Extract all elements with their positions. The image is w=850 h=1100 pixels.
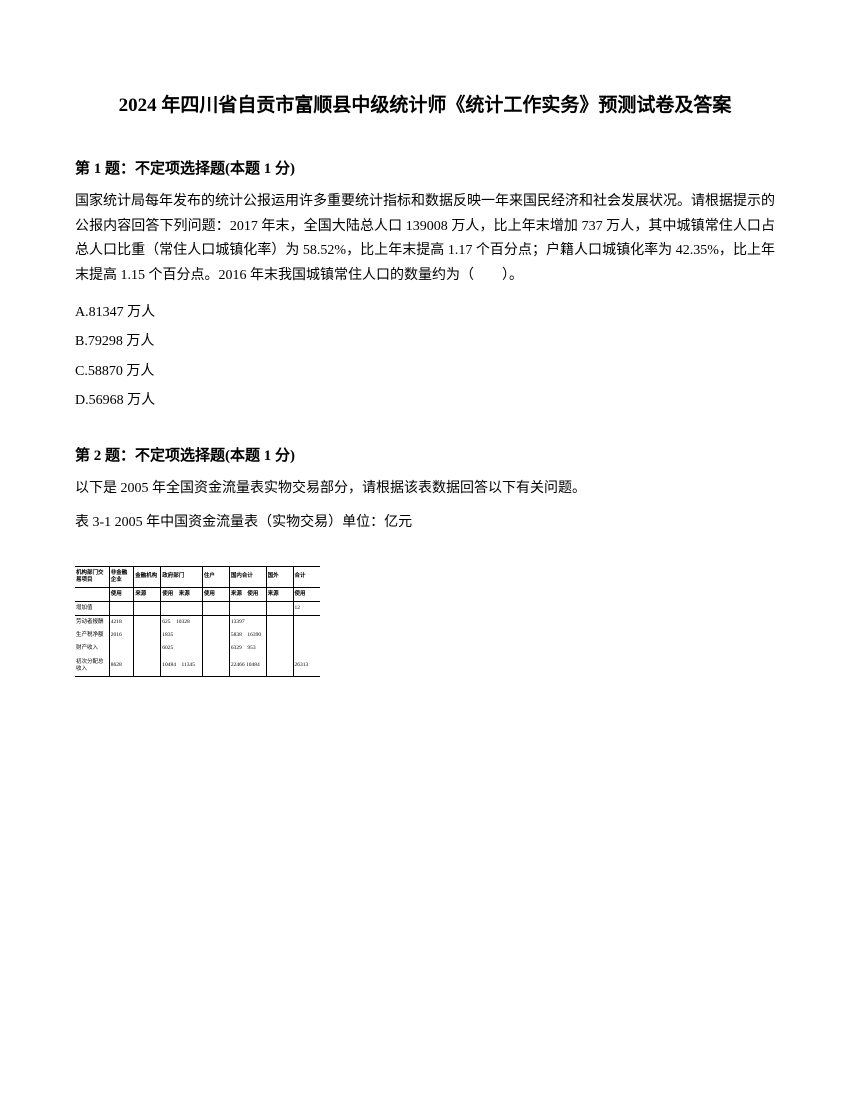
th: 政府部门 — [161, 566, 203, 587]
td: 初次分配总收入 — [75, 656, 109, 677]
th — [75, 587, 109, 601]
table-row: 生产税净额 2016 1835 5838 16390 — [75, 629, 320, 642]
td — [134, 616, 161, 630]
td — [266, 616, 293, 630]
th: 使用 — [293, 587, 320, 601]
q1-option-d: D.56968 万人 — [75, 386, 775, 415]
q1-header: 第 1 题：不定项选择题(本题 1 分) — [75, 157, 775, 178]
td: 625 10328 — [161, 616, 203, 630]
td: 5838 16390 — [229, 629, 266, 642]
td: 2016 — [109, 629, 134, 642]
td — [109, 601, 134, 615]
td — [229, 601, 266, 615]
th: 国外 — [266, 566, 293, 587]
td — [161, 601, 203, 615]
q2-table-caption: 表 3-1 2005 年中国资金流量表（实物交易）单位：亿元 — [75, 511, 775, 536]
td — [134, 629, 161, 642]
table-header-row-2: 使用 来源 使用 来源 使用 来源 使用 来源 使用 — [75, 587, 320, 601]
td — [202, 601, 229, 615]
th: 来源 — [134, 587, 161, 601]
td — [134, 656, 161, 677]
td — [293, 642, 320, 655]
td: 劳动者报酬 — [75, 616, 109, 630]
th: 使用 — [109, 587, 134, 601]
q1-body: 国家统计局每年发布的统计公报运用许多重要统计指标和数据反映一年来国民经济和社会发… — [75, 190, 775, 288]
table-row: 初次分配总收入 8628 10484 11345 22466 10484 263… — [75, 656, 320, 677]
th: 使用 来源 — [161, 587, 203, 601]
td: 1835 — [161, 629, 203, 642]
table-row: 增加值 12 — [75, 601, 320, 615]
data-table-container: 机构部门交易项目 非金融企业 金融机构 政府部门 住户 国内合计 国外 合计 使… — [75, 566, 320, 677]
th: 非金融企业 — [109, 566, 134, 587]
table-row: 劳动者报酬 4218 625 10328 13397 — [75, 616, 320, 630]
td — [202, 656, 229, 677]
q2-header: 第 2 题：不定项选择题(本题 1 分) — [75, 444, 775, 465]
th: 国内合计 — [229, 566, 266, 587]
td — [134, 601, 161, 615]
td: 6025 — [161, 642, 203, 655]
th: 金融机构 — [134, 566, 161, 587]
td — [266, 642, 293, 655]
td — [134, 642, 161, 655]
td — [202, 629, 229, 642]
th: 使用 — [202, 587, 229, 601]
funds-flow-table: 机构部门交易项目 非金融企业 金融机构 政府部门 住户 国内合计 国外 合计 使… — [75, 566, 320, 677]
td — [109, 642, 134, 655]
td — [202, 642, 229, 655]
td — [266, 629, 293, 642]
th: 合计 — [293, 566, 320, 587]
td — [266, 601, 293, 615]
td: 12 — [293, 601, 320, 615]
td: 26313 — [293, 656, 320, 677]
td — [202, 616, 229, 630]
table-header-row-1: 机构部门交易项目 非金融企业 金融机构 政府部门 住户 国内合计 国外 合计 — [75, 566, 320, 587]
document-title: 2024 年四川省自贡市富顺县中级统计师《统计工作实务》预测试卷及答案 — [75, 90, 775, 117]
td: 生产税净额 — [75, 629, 109, 642]
td: 8628 — [109, 656, 134, 677]
td: 10484 11345 — [161, 656, 203, 677]
td — [293, 629, 320, 642]
q1-option-a: A.81347 万人 — [75, 298, 775, 327]
td: 4218 — [109, 616, 134, 630]
q1-option-c: C.58870 万人 — [75, 357, 775, 386]
table-row: 财产收入 6025 6329 953 — [75, 642, 320, 655]
td: 13397 — [229, 616, 266, 630]
td: 22466 10484 — [229, 656, 266, 677]
td — [293, 616, 320, 630]
q2-body: 以下是 2005 年全国资金流量表实物交易部分，请根据该表数据回答以下有关问题。 — [75, 477, 775, 502]
td: 增加值 — [75, 601, 109, 615]
q1-option-b: B.79298 万人 — [75, 327, 775, 356]
th: 来源 使用 — [229, 587, 266, 601]
th: 机构部门交易项目 — [75, 566, 109, 587]
th: 住户 — [202, 566, 229, 587]
td — [266, 656, 293, 677]
td: 6329 953 — [229, 642, 266, 655]
td: 财产收入 — [75, 642, 109, 655]
th: 来源 — [266, 587, 293, 601]
